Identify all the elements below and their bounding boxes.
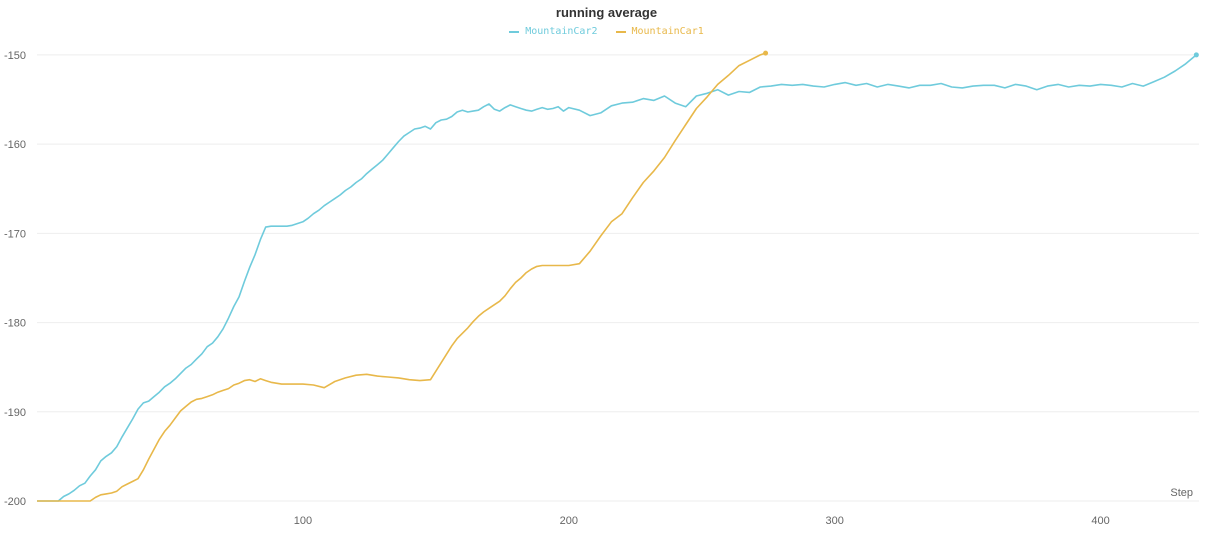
- legend-label-mountaincar2: MountainCar2: [525, 26, 598, 37]
- y-tick-label: -180: [4, 318, 26, 330]
- legend: MountainCar2 MountainCar1: [0, 26, 1213, 37]
- y-tick-label: -190: [4, 407, 26, 419]
- legend-item-mountaincar1[interactable]: MountainCar1: [615, 26, 704, 37]
- legend-label-mountaincar1: MountainCar1: [631, 26, 704, 37]
- x-axis-ticks: 100 200 300 400: [294, 515, 1110, 527]
- y-tick-label: -150: [4, 50, 26, 62]
- x-tick-label: 200: [560, 515, 578, 527]
- y-axis-ticks: -200 -190 -180 -170 -160 -150: [4, 50, 26, 508]
- y-tick-label: -170: [4, 228, 26, 240]
- x-tick-label: 300: [826, 515, 844, 527]
- y-tick-label: -200: [4, 496, 26, 508]
- series-endpoint-mountaincar1: [763, 50, 769, 56]
- legend-swatch-mountaincar1: [615, 30, 626, 33]
- legend-swatch-mountaincar2: [509, 30, 520, 33]
- chart-title: running average: [555, 5, 658, 20]
- gridlines: [37, 54, 1199, 502]
- series-line-mountaincar1[interactable]: [37, 52, 766, 502]
- x-tick-label: 100: [294, 515, 312, 527]
- legend-item-mountaincar2[interactable]: MountainCar2: [509, 26, 598, 37]
- series-endpoint-mountaincar2: [1193, 52, 1199, 58]
- series-line-mountaincar2[interactable]: [37, 54, 1197, 502]
- x-axis-label: Step: [1170, 487, 1193, 499]
- series-lines: [37, 50, 1199, 502]
- x-tick-label: 400: [1091, 515, 1109, 527]
- y-tick-label: -160: [4, 139, 26, 151]
